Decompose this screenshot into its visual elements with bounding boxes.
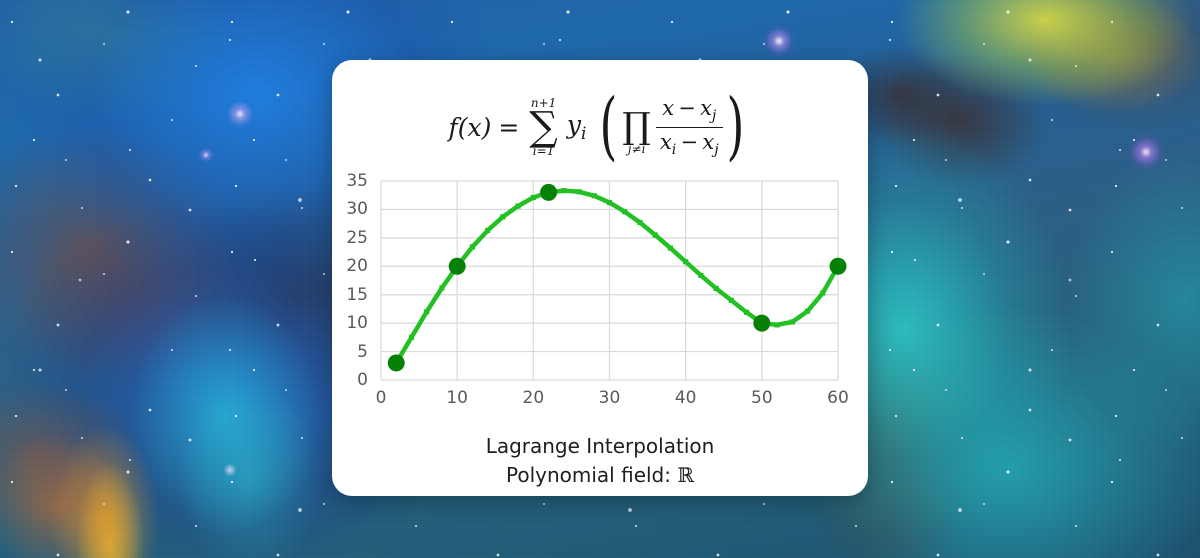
sum-upper-limit: n+1 [530,95,557,110]
caption-field-label: Polynomial field: [506,463,678,487]
coefficient-subscript: i [580,124,587,144]
y-tick-label: 25 [346,227,368,248]
product-lower-limit: j≠i [627,142,646,157]
summation-operator: n+1 ∑ i=1 [529,97,558,157]
x-tick-label: 0 [375,388,387,408]
caption-title: Lagrange Interpolation [485,434,715,458]
content-card: f(x) = n+1 ∑ i=1 yi ( ∏ j≠i x − xj xi − … [332,60,868,496]
interpolation-node-markers [387,183,847,372]
sigma-icon: ∑ [529,103,558,150]
denominator-xi-subscript: i [671,141,677,158]
formula-lhs: f(x) [448,112,492,142]
chart-gridlines [380,180,839,381]
formula-fraction: x − xj xi − xj [655,96,723,158]
y-tick-label: 10 [346,313,368,334]
numerator-minus: − [678,96,696,121]
x-tick-label: 20 [522,388,545,408]
denominator-xj-subscript: j [714,141,719,158]
y-tick-label: 35 [346,171,368,191]
y-tick-label: 15 [346,284,368,305]
formula-equals: = [498,112,520,142]
y-tick-label: 0 [357,370,368,390]
x-tick-label: 50 [751,388,773,408]
denominator-minus: − [680,129,699,154]
formula-expression: f(x) = n+1 ∑ i=1 yi ( ∏ j≠i x − xj xi − … [448,83,751,170]
denominator-xj: x [702,129,715,154]
x-tick-label: 10 [446,388,468,408]
y-tick-label: 30 [346,199,368,220]
x-axis-tick-labels: 0 10 20 30 40 50 60 [332,390,868,420]
y-tick-label: 20 [346,256,368,277]
caption-subtitle: Polynomial field: ℝ [332,461,868,490]
y-axis-tick-labels: 0 5 10 15 20 25 30 35 [332,170,375,391]
fraction-denominator: xi − xj [655,126,723,158]
formula-close-paren: ) [726,83,745,170]
numerator-xj-subscript: j [711,108,717,125]
numerator-x: x [662,96,675,121]
chart-plot-area [380,180,847,381]
lagrange-interpolation-chart [380,180,847,381]
numerator-xj: x [700,96,712,121]
formula-open-paren: ( [599,83,618,170]
formula-coefficient: yi [567,110,587,144]
coefficient-symbol: y [566,110,581,139]
real-numbers-symbol: ℝ [677,463,694,487]
denominator-xi: x [659,129,672,154]
x-tick-label: 60 [827,388,849,408]
x-tick-label: 40 [674,388,697,408]
y-tick-label: 5 [357,341,368,362]
product-operator: ∏ j≠i [622,99,651,157]
pi-product-icon: ∏ [622,105,651,147]
sum-lower-limit: i=1 [532,144,555,159]
chart-caption: Lagrange Interpolation Polynomial field:… [332,432,868,490]
interpolation-curve [393,188,841,366]
x-tick-label: 30 [598,388,621,408]
fraction-numerator: x − xj [658,96,720,126]
lagrange-formula: f(x) = n+1 ∑ i=1 yi ( ∏ j≠i x − xj xi − … [332,82,868,172]
